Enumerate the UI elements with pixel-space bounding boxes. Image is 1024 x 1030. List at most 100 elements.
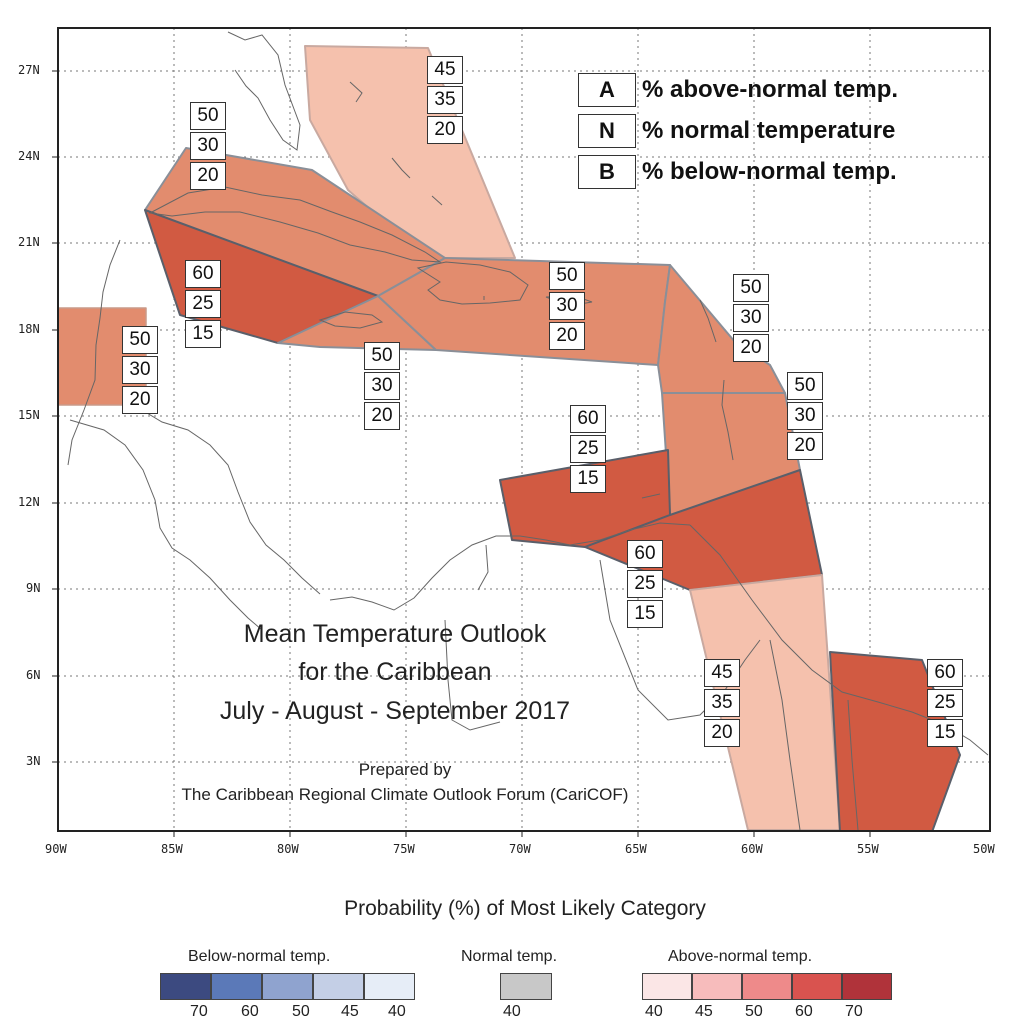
lat-label: 21N bbox=[18, 235, 40, 249]
legend-swatch-above-40 bbox=[642, 973, 692, 1000]
key-letter: A bbox=[578, 73, 636, 107]
prob-above: 60 bbox=[927, 659, 963, 687]
prob-below: 15 bbox=[185, 320, 221, 348]
prob-below: 20 bbox=[427, 116, 463, 144]
coastlines bbox=[67, 31, 989, 831]
prob-below: 20 bbox=[122, 386, 158, 414]
map-title: Mean Temperature Outlook bbox=[243, 620, 547, 648]
legend-below-label: Below-normal temp. bbox=[188, 948, 331, 965]
prob-normal: 35 bbox=[427, 86, 463, 114]
legend-value: 40 bbox=[645, 1003, 663, 1020]
prob-box-guyana: 45 35 20 bbox=[704, 659, 740, 749]
key-letter: B bbox=[578, 155, 636, 189]
prob-normal: 25 bbox=[627, 570, 663, 598]
legend-swatch-above-50 bbox=[742, 973, 792, 1000]
legend-swatch-below-40 bbox=[364, 973, 415, 1000]
prepared-by: Prepared by bbox=[358, 760, 452, 779]
prob-box-belize: 50 30 20 bbox=[122, 326, 158, 416]
prob-above: 50 bbox=[364, 342, 400, 370]
key-row-above: A % above-normal temp. bbox=[578, 73, 898, 107]
prob-below: 20 bbox=[364, 402, 400, 430]
legend-value: 45 bbox=[341, 1003, 359, 1020]
prob-normal: 30 bbox=[190, 132, 226, 160]
legend-normal-label: Normal temp. bbox=[461, 948, 558, 965]
prob-below: 20 bbox=[190, 162, 226, 190]
lat-label: 24N bbox=[18, 149, 40, 163]
prob-box-jamaica: 50 30 20 bbox=[364, 342, 400, 432]
legend-swatch-below-50 bbox=[262, 973, 313, 1000]
legend-swatch-normal-40 bbox=[500, 973, 552, 1000]
prob-normal: 30 bbox=[549, 292, 585, 320]
prob-above: 50 bbox=[549, 262, 585, 290]
prob-below: 15 bbox=[927, 719, 963, 747]
lat-label: 3N bbox=[26, 754, 41, 768]
author-credit: The Caribbean Regional Climate Outlook F… bbox=[181, 785, 629, 804]
map-season: July - August - September 2017 bbox=[219, 697, 571, 725]
lat-label: 12N bbox=[18, 495, 40, 509]
lon-label: 65W bbox=[625, 842, 647, 856]
prob-below: 20 bbox=[549, 322, 585, 350]
legend-swatch-below-70 bbox=[160, 973, 211, 1000]
legend-swatch-above-45 bbox=[692, 973, 742, 1000]
prob-box-trinidad-tobago: 60 25 15 bbox=[627, 540, 663, 630]
key-row-normal: N % normal temperature bbox=[578, 114, 895, 148]
lon-label: 55W bbox=[857, 842, 879, 856]
legend-value: 45 bbox=[695, 1003, 713, 1020]
lon-label: 50W bbox=[973, 842, 995, 856]
prob-box-abc-islands: 60 25 15 bbox=[570, 405, 606, 495]
legend-swatch-below-45 bbox=[313, 973, 364, 1000]
prob-below: 15 bbox=[627, 600, 663, 628]
legend-swatch-below-60 bbox=[211, 973, 262, 1000]
prob-normal: 25 bbox=[570, 435, 606, 463]
prob-box-bahamas: 45 35 20 bbox=[427, 56, 463, 146]
key-letter: N bbox=[578, 114, 636, 148]
lat-label: 9N bbox=[26, 581, 41, 595]
prob-box-hispaniola-puerto-rico: 50 30 20 bbox=[549, 262, 585, 352]
legend-value: 40 bbox=[503, 1003, 521, 1020]
prob-box-leeward-islands: 50 30 20 bbox=[733, 274, 769, 364]
prob-box-windward-islands: 50 30 20 bbox=[787, 372, 823, 462]
prob-above: 60 bbox=[627, 540, 663, 568]
legend-value: 40 bbox=[388, 1003, 406, 1020]
key-text: % normal temperature bbox=[642, 117, 896, 144]
legend-swatch-above-70 bbox=[842, 973, 892, 1000]
lon-label: 90W bbox=[45, 842, 67, 856]
map-subtitle: for the Caribbean bbox=[298, 658, 492, 686]
prob-below: 20 bbox=[787, 432, 823, 460]
legend-value: 60 bbox=[241, 1003, 259, 1020]
prob-normal: 30 bbox=[787, 402, 823, 430]
lon-label: 85W bbox=[161, 842, 183, 856]
prob-normal: 30 bbox=[733, 304, 769, 332]
prob-below: 15 bbox=[570, 465, 606, 493]
lat-label: 6N bbox=[26, 668, 41, 682]
legend-heading: Probability (%) of Most Likely Category bbox=[344, 897, 706, 920]
lat-label: 15N bbox=[18, 408, 40, 422]
prob-above: 50 bbox=[787, 372, 823, 400]
prob-box-suriname: 60 25 15 bbox=[927, 659, 963, 749]
prob-above: 45 bbox=[704, 659, 740, 687]
key-text: % below-normal temp. bbox=[642, 158, 897, 185]
prob-above: 50 bbox=[733, 274, 769, 302]
prob-box-cuba: 50 30 20 bbox=[190, 102, 226, 192]
prob-above: 45 bbox=[427, 56, 463, 84]
legend-value: 60 bbox=[795, 1003, 813, 1020]
legend-above-label: Above-normal temp. bbox=[668, 948, 813, 965]
prob-normal: 30 bbox=[364, 372, 400, 400]
key-row-below: B % below-normal temp. bbox=[578, 155, 897, 189]
legend-swatch-above-60 bbox=[792, 973, 842, 1000]
lat-label: 18N bbox=[18, 322, 40, 336]
lon-label: 80W bbox=[277, 842, 299, 856]
prob-normal: 25 bbox=[927, 689, 963, 717]
lon-label: 75W bbox=[393, 842, 415, 856]
prob-normal: 25 bbox=[185, 290, 221, 318]
prob-above: 50 bbox=[190, 102, 226, 130]
prob-above: 60 bbox=[570, 405, 606, 433]
lat-label: 27N bbox=[18, 63, 40, 77]
prob-below: 20 bbox=[733, 334, 769, 362]
lon-label: 70W bbox=[509, 842, 531, 856]
legend-value: 50 bbox=[745, 1003, 763, 1020]
prob-normal: 30 bbox=[122, 356, 158, 384]
legend-value: 70 bbox=[190, 1003, 208, 1020]
lon-label: 60W bbox=[741, 842, 763, 856]
prob-above: 50 bbox=[122, 326, 158, 354]
